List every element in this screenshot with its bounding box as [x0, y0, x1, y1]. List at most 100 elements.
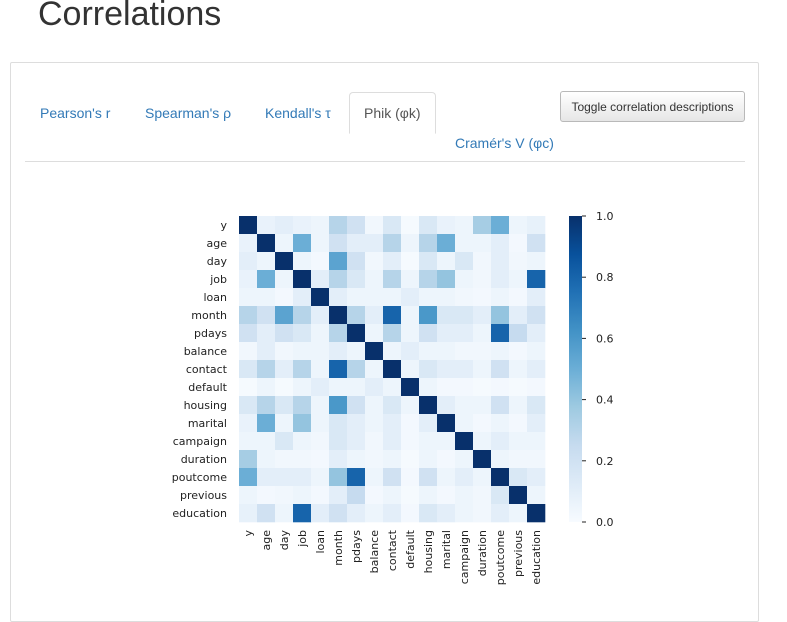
heatmap-cell-duration-job: [293, 450, 312, 469]
heatmap-cell-marital-default: [401, 414, 420, 433]
heatmap-cell-campaign-contact: [383, 432, 402, 451]
tab-pearson[interactable]: Pearson's r: [40, 105, 111, 121]
heatmap-cell-education-day: [275, 504, 294, 523]
heatmap-cell-y-y: [239, 216, 258, 235]
col-label-housing: housing: [422, 530, 435, 573]
tab-cramers-v[interactable]: Cramér's V (φc): [455, 135, 554, 151]
heatmap-cell-housing-loan: [311, 396, 330, 415]
heatmap-cell-marital-previous: [509, 414, 528, 433]
heatmap-cell-pdays-day: [275, 324, 294, 343]
row-label-loan: loan: [204, 291, 228, 304]
heatmap-cell-day-pdays: [347, 252, 366, 271]
heatmap-cell-pdays-job: [293, 324, 312, 343]
col-label-poutcome: poutcome: [494, 530, 507, 585]
heatmap-cell-pdays-education: [527, 324, 546, 343]
heatmap-cell-pdays-campaign: [455, 324, 474, 343]
heatmap-cell-day-default: [401, 252, 420, 271]
heatmap-cell-default-balance: [365, 378, 384, 397]
heatmap-cell-contact-housing: [419, 360, 438, 379]
heatmap-cell-pdays-previous: [509, 324, 528, 343]
heatmap-cell-pdays-default: [401, 324, 420, 343]
heatmap-cell-loan-campaign: [455, 288, 474, 307]
heatmap-cell-duration-day: [275, 450, 294, 469]
heatmap-cell-day-loan: [311, 252, 330, 271]
heatmap-cell-education-y: [239, 504, 258, 523]
heatmap-cell-day-campaign: [455, 252, 474, 271]
col-label-previous: previous: [512, 530, 525, 577]
heatmap-cell-education-job: [293, 504, 312, 523]
heatmap-cell-loan-month: [329, 288, 348, 307]
heatmap-cell-housing-day: [275, 396, 294, 415]
tab-spearman[interactable]: Spearman's ρ: [145, 105, 232, 121]
heatmap-cell-pdays-loan: [311, 324, 330, 343]
heatmap-cell-education-education: [527, 504, 546, 523]
heatmap-cell-duration-loan: [311, 450, 330, 469]
tab-kendall[interactable]: Kendall's τ: [265, 105, 331, 121]
heatmap-cell-loan-y: [239, 288, 258, 307]
heatmap-cell-day-previous: [509, 252, 528, 271]
heatmap-cell-y-loan: [311, 216, 330, 235]
heatmap-cell-default-contact: [383, 378, 402, 397]
heatmap-cell-housing-duration: [473, 396, 492, 415]
heatmap-cell-balance-balance: [365, 342, 384, 361]
heatmap-cell-pdays-y: [239, 324, 258, 343]
row-label-y: y: [220, 219, 227, 232]
heatmap-cell-poutcome-previous: [509, 468, 528, 487]
heatmap-cell-poutcome-default: [401, 468, 420, 487]
row-label-education: education: [172, 507, 227, 520]
heatmap-cell-education-balance: [365, 504, 384, 523]
heatmap-cell-age-age: [257, 234, 276, 253]
phik-correlation-heatmap: yagedayjobloanmonthpdaysbalancecontactde…: [172, 210, 614, 585]
heatmap-cell-contact-poutcome: [491, 360, 510, 379]
heatmap-cell-month-day: [275, 306, 294, 325]
heatmap-cell-age-day: [275, 234, 294, 253]
heatmap-cell-marital-pdays: [347, 414, 366, 433]
row-label-campaign: campaign: [173, 435, 227, 448]
heatmap-cell-marital-age: [257, 414, 276, 433]
heatmap-cell-default-day: [275, 378, 294, 397]
heatmap-cell-balance-education: [527, 342, 546, 361]
heatmap-cell-education-age: [257, 504, 276, 523]
heatmap-cell-y-month: [329, 216, 348, 235]
heatmap-cell-month-default: [401, 306, 420, 325]
heatmap-cell-age-marital: [437, 234, 456, 253]
heatmap-cell-contact-y: [239, 360, 258, 379]
col-label-campaign: campaign: [458, 530, 471, 584]
heatmap-cell-previous-housing: [419, 486, 438, 505]
heatmap-cell-campaign-job: [293, 432, 312, 451]
heatmap-cell-marital-contact: [383, 414, 402, 433]
heatmap-cell-month-pdays: [347, 306, 366, 325]
heatmap-cell-month-housing: [419, 306, 438, 325]
heatmap-cell-age-default: [401, 234, 420, 253]
heatmap-cell-age-education: [527, 234, 546, 253]
heatmap-cell-education-campaign: [455, 504, 474, 523]
heatmap-cell-marital-balance: [365, 414, 384, 433]
heatmap-cell-poutcome-duration: [473, 468, 492, 487]
heatmap-cell-job-pdays: [347, 270, 366, 289]
col-label-balance: balance: [368, 530, 381, 574]
heatmap-cell-contact-marital: [437, 360, 456, 379]
heatmap-cell-job-loan: [311, 270, 330, 289]
heatmap-cell-poutcome-poutcome: [491, 468, 510, 487]
colorbar: [569, 216, 582, 522]
heatmap-cell-job-marital: [437, 270, 456, 289]
heatmap-cell-month-loan: [311, 306, 330, 325]
heatmap-cell-housing-y: [239, 396, 258, 415]
heatmap-cell-previous-balance: [365, 486, 384, 505]
col-label-education: education: [530, 530, 543, 585]
row-label-job: job: [209, 273, 227, 286]
heatmap-cell-loan-age: [257, 288, 276, 307]
heatmap-cell-poutcome-age: [257, 468, 276, 487]
row-label-poutcome: poutcome: [172, 471, 227, 484]
heatmap-cell-loan-pdays: [347, 288, 366, 307]
heatmap-cell-age-contact: [383, 234, 402, 253]
col-label-month: month: [332, 530, 345, 566]
heatmap-cell-education-default: [401, 504, 420, 523]
heatmap-cell-loan-housing: [419, 288, 438, 307]
heatmap-cell-previous-y: [239, 486, 258, 505]
heatmap-cell-education-marital: [437, 504, 456, 523]
heatmap-cell-contact-loan: [311, 360, 330, 379]
tab-phik[interactable]: Phik (φk): [349, 92, 436, 134]
toggle-correlation-descriptions-button[interactable]: Toggle correlation descriptions: [560, 91, 745, 122]
heatmap-cell-month-duration: [473, 306, 492, 325]
